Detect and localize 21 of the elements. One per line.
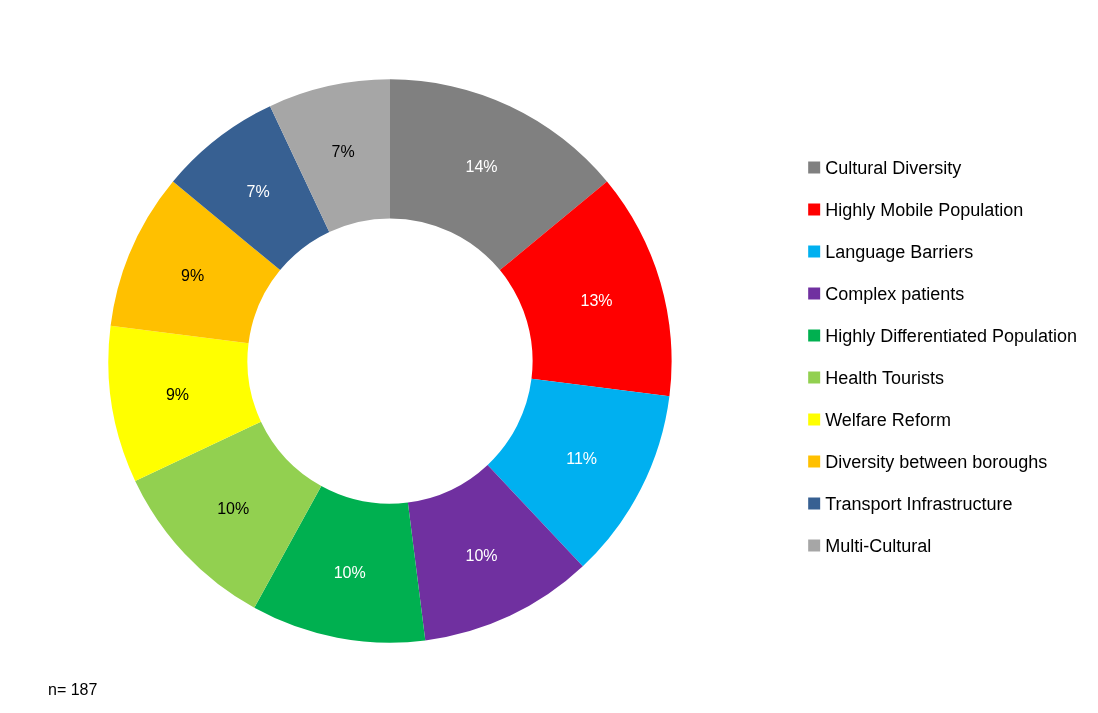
legend-label: Language Barriers [825,241,974,262]
legend-label: Health Tourists [825,367,944,388]
data-label: 9% [181,267,205,285]
legend-label: Welfare Reform [825,409,951,430]
legend-label: Multi-Cultural [825,535,932,556]
data-label: 10% [217,499,250,517]
data-label: 10% [465,547,498,565]
legend-label: Diversity between boroughs [825,451,1048,472]
legend-label: Transport Infrastructure [825,493,1013,514]
text: n= 187 [48,680,98,698]
data-label: 9% [165,386,190,404]
legend-label: Complex patients [825,283,965,304]
data-label: 14% [465,157,498,175]
legend-label: Highly Differentiated Population [825,325,1077,346]
data-label: 7% [246,182,270,200]
data-label: 13% [580,292,613,310]
data-label: 7% [331,142,355,160]
legend-label: Cultural Diversity [825,157,962,178]
legend-label: Highly Mobile Population [825,199,1024,220]
data-label: 10% [333,563,366,581]
data-label: 11% [566,450,598,468]
